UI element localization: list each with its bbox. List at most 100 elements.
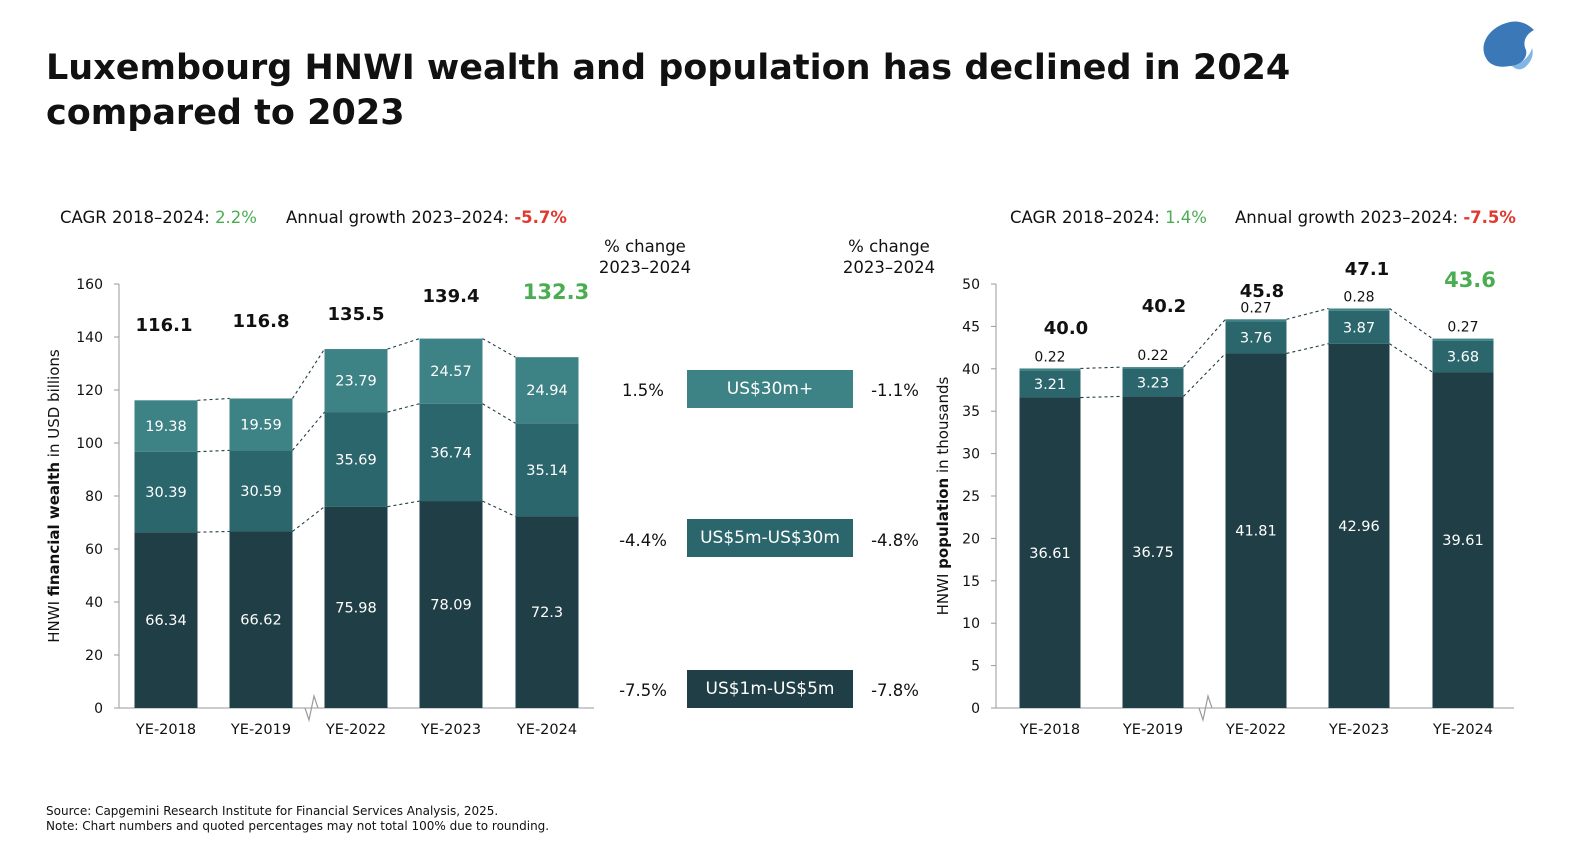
- wealth-x-tick-label: YE-2019: [230, 722, 291, 738]
- population-value-label: 39.61: [1442, 533, 1484, 549]
- population-bar-YE-2024-1: [1432, 340, 1494, 373]
- population-value-label: 36.75: [1132, 545, 1174, 561]
- wealth-value-label: 78.09: [430, 598, 472, 614]
- wealth-value-label: 35.69: [335, 452, 377, 468]
- wealth-connector: [482, 338, 516, 358]
- wealth-change-ultra: 1.5%: [622, 381, 664, 400]
- population-x-tick-label: YE-2019: [1122, 722, 1183, 738]
- wealth-value-label: 75.98: [335, 600, 377, 616]
- wealth-value-label: 19.38: [145, 419, 187, 435]
- population-value-label: 0.22: [1137, 348, 1168, 364]
- population-value-label: 3.21: [1034, 377, 1066, 393]
- wealth-y-tick-label: 40: [85, 595, 103, 611]
- population-connector: [1183, 353, 1226, 397]
- population-value-label: 0.27: [1447, 320, 1478, 336]
- population-bar-YE-2018-0: [1019, 397, 1081, 708]
- population-bar-YE-2018-1: [1019, 370, 1081, 398]
- population-change-mid: -4.8%: [871, 531, 919, 550]
- wealth-y-tick-label: 0: [94, 701, 103, 717]
- wealth-connector: [482, 403, 516, 424]
- population-bar-YE-2022-2: [1225, 319, 1287, 322]
- population-connector: [1389, 308, 1433, 340]
- population-connector: [1080, 395, 1123, 399]
- left-growth-label: Annual growth 2023–2024:: [286, 208, 510, 227]
- population-x-tick-label: YE-2018: [1019, 722, 1080, 738]
- wealth-value-label: 66.34: [145, 613, 187, 629]
- population-y-tick-label: 25: [962, 489, 980, 505]
- wealth-bar-YE-2022-2: [324, 349, 388, 413]
- wealth-total-label: 116.1: [136, 315, 193, 336]
- population-value-label: 0.28: [1343, 290, 1374, 306]
- wealth-bar-YE-2018-0: [134, 532, 198, 708]
- wealth-value-label: 72.3: [531, 605, 563, 621]
- population-value-label: 3.76: [1240, 331, 1272, 347]
- wealth-x-tick-label: YE-2022: [325, 722, 386, 738]
- population-total-label: 40.2: [1142, 296, 1186, 317]
- wealth-change-mid: -4.4%: [619, 531, 667, 550]
- wealth-connector: [387, 338, 420, 350]
- wealth-connector: [197, 530, 230, 533]
- wealth-change-low: -7.5%: [619, 681, 667, 700]
- wealth-change-heading: % change 2023–2024: [598, 237, 692, 277]
- legend-box-low: US$1m-US$5m: [687, 670, 853, 708]
- population-change-ultra: -1.1%: [871, 381, 919, 400]
- right-cagr-label: CAGR 2018–2024:: [1010, 208, 1160, 227]
- wealth-bar-YE-2019-1: [229, 450, 293, 532]
- population-bar-YE-2023-0: [1328, 343, 1390, 708]
- wealth-y-tick-label: 160: [76, 277, 103, 293]
- wealth-y-tick-label: 140: [76, 330, 103, 346]
- wealth-x-tick-label: YE-2024: [516, 722, 577, 738]
- wealth-value-label: 19.59: [240, 417, 282, 433]
- population-bar-YE-2019-1: [1122, 368, 1184, 397]
- population-change-heading: % change 2023–2024: [842, 237, 936, 277]
- population-change-low: -7.8%: [871, 681, 919, 700]
- left-growth-value: -5.7%: [514, 208, 567, 227]
- wealth-bar-YE-2023-0: [419, 501, 483, 708]
- wealth-y-tick-label: 80: [85, 489, 103, 505]
- population-bar-YE-2023-1: [1328, 310, 1390, 344]
- population-total-label: 40.0: [1044, 318, 1088, 339]
- wealth-bar-YE-2019-0: [229, 531, 293, 708]
- wealth-bar-YE-2022-1: [324, 412, 388, 507]
- population-bar-YE-2024-2: [1432, 338, 1494, 341]
- right-growth-label: Annual growth 2023–2024:: [1235, 208, 1459, 227]
- wealth-axis-break: [304, 693, 319, 723]
- wealth-connector: [387, 500, 420, 508]
- population-y-tick-label: 35: [962, 404, 980, 420]
- legend-box-ultra: US$30m+: [687, 370, 853, 408]
- population-connector: [1080, 366, 1123, 370]
- population-y-tick-label: 30: [962, 447, 980, 463]
- population-value-label: 3.23: [1137, 376, 1169, 392]
- wealth-value-label: 66.62: [240, 613, 282, 629]
- left-cagr-label: CAGR 2018–2024:: [60, 208, 210, 227]
- population-connector: [1286, 307, 1329, 320]
- population-y-tick-label: 20: [962, 531, 980, 547]
- population-bar-YE-2023-2: [1328, 308, 1390, 311]
- wealth-bar-YE-2023-2: [419, 338, 483, 404]
- wealth-bar-YE-2023-1: [419, 403, 483, 502]
- population-y-tick-label: 0: [971, 701, 980, 717]
- population-value-label: 3.68: [1447, 350, 1479, 366]
- population-y-tick-label: 10: [962, 616, 980, 632]
- right-cagr-value: 1.4%: [1165, 208, 1207, 227]
- wealth-value-label: 23.79: [335, 374, 377, 390]
- wealth-value-label: 36.74: [430, 445, 472, 461]
- right-annual-growth: Annual growth 2023–2024: -7.5%: [1235, 208, 1516, 227]
- wealth-value-label: 30.59: [240, 484, 282, 500]
- population-value-label: 3.87: [1343, 320, 1375, 336]
- population-x-tick-label: YE-2022: [1225, 722, 1286, 738]
- page-title: Luxembourg HNWI wealth and population ha…: [46, 48, 1291, 133]
- left-annual-growth: Annual growth 2023–2024: -5.7%: [286, 208, 567, 227]
- population-bar-YE-2022-0: [1225, 353, 1287, 708]
- right-cagr: CAGR 2018–2024: 1.4%: [1010, 208, 1207, 227]
- population-y-tick-label: 50: [962, 277, 980, 293]
- wealth-connector: [482, 500, 516, 517]
- population-y-tick-label: 40: [962, 362, 980, 378]
- population-y-tick-label: 45: [962, 319, 980, 335]
- wealth-value-label: 24.57: [430, 364, 472, 380]
- wealth-y-tick-label: 60: [85, 542, 103, 558]
- wealth-total-label: 139.4: [423, 286, 480, 307]
- wealth-x-tick-label: YE-2023: [420, 722, 481, 738]
- wealth-total-label: 116.8: [233, 311, 290, 332]
- wealth-x-tick-label: YE-2018: [135, 722, 196, 738]
